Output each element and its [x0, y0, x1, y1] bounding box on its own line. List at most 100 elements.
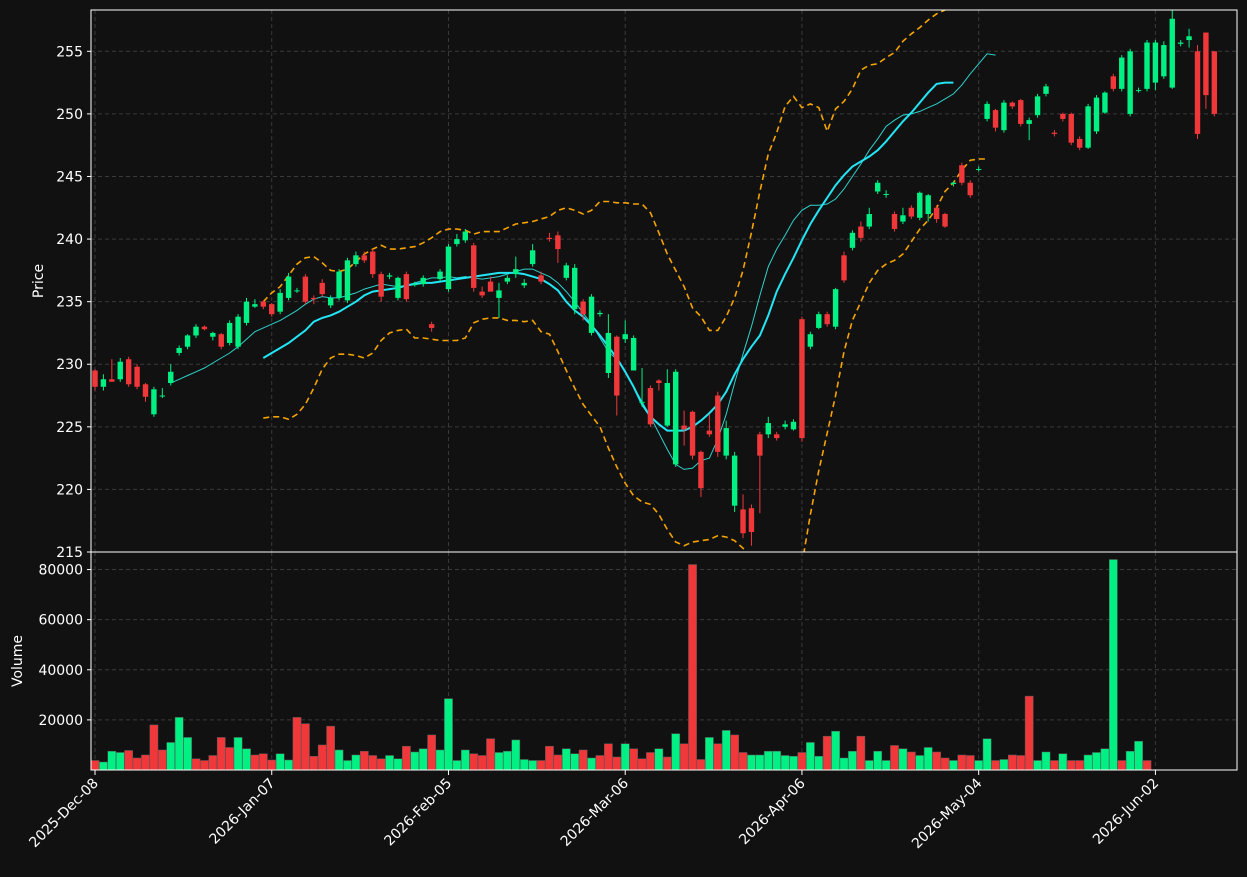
- volume-ytick-label: 20000: [38, 713, 83, 729]
- candle-body: [782, 424, 788, 427]
- candle-body: [109, 379, 115, 382]
- candle-body: [858, 226, 864, 238]
- candle-body: [563, 265, 569, 278]
- candle-body: [462, 231, 469, 241]
- candle-body: [799, 319, 805, 439]
- candle-body: [1034, 96, 1041, 116]
- candle-body: [1177, 42, 1184, 44]
- candle-body: [1211, 51, 1218, 114]
- candle-body: [740, 509, 746, 534]
- candle-body: [1135, 90, 1142, 92]
- candle-body: [715, 395, 721, 452]
- candle-body: [159, 395, 166, 397]
- candle-body: [841, 255, 847, 281]
- candle-body: [1076, 138, 1083, 148]
- volume-bar: [873, 750, 883, 771]
- candle-body: [681, 425, 687, 430]
- candle-body: [959, 165, 965, 183]
- candle-body: [555, 235, 561, 250]
- candle-body: [370, 251, 376, 275]
- volume-bar: [881, 760, 891, 771]
- volume-bar: [1041, 751, 1051, 771]
- candle-body: [386, 275, 393, 277]
- volume-bar: [915, 755, 925, 771]
- candle-body: [504, 277, 511, 282]
- candle-body: [285, 276, 292, 298]
- volume-bar: [149, 724, 159, 771]
- candle-body: [580, 301, 586, 315]
- volume-bar: [587, 757, 596, 771]
- volume-bar: [334, 749, 344, 771]
- volume-bar: [646, 752, 655, 771]
- series-line-3: [262, 10, 946, 332]
- volume-bar: [460, 749, 470, 771]
- candle-body: [723, 428, 729, 456]
- volume-axis-label: Volume: [10, 635, 26, 687]
- candle-body: [1144, 42, 1150, 89]
- volume-bar: [620, 743, 630, 771]
- volume-bar: [132, 757, 142, 771]
- volume-bar: [536, 760, 546, 771]
- volume-bar: [418, 748, 428, 771]
- candle-body: [1043, 86, 1049, 94]
- candle-body: [1001, 102, 1007, 131]
- volume-bar: [806, 742, 815, 771]
- volume-bar: [166, 742, 176, 771]
- candle-body: [1093, 97, 1100, 132]
- candle-body: [378, 274, 384, 297]
- candle-body: [698, 451, 704, 489]
- volume-bar: [233, 737, 243, 771]
- volume-bar: [839, 757, 849, 771]
- candle-body: [243, 301, 250, 323]
- volume-bar: [553, 754, 563, 771]
- volume-bar: [410, 751, 420, 771]
- volume-bar: [1058, 753, 1068, 771]
- candle-body: [900, 215, 906, 222]
- price-plot-area: [92, 10, 1218, 552]
- volume-bar: [208, 755, 218, 771]
- volume-bar: [469, 753, 479, 771]
- price-ytick-label: 230: [56, 357, 83, 373]
- volume-bar: [368, 755, 378, 771]
- candle-body: [1161, 45, 1167, 77]
- candle-body: [773, 434, 780, 439]
- candle-body: [673, 371, 679, 465]
- candle-body: [790, 421, 797, 430]
- volume-bar: [90, 760, 100, 771]
- price-ytick-label: 220: [56, 482, 83, 498]
- candle-body: [311, 297, 317, 300]
- volume-bar: [991, 760, 1000, 771]
- volume-bar: [385, 755, 394, 771]
- volume-bar: [738, 752, 748, 771]
- candle-body: [1169, 18, 1175, 88]
- candle-body: [454, 239, 460, 245]
- candle-body: [622, 334, 628, 340]
- candle-body: [1085, 106, 1091, 148]
- price-ytick-label: 225: [56, 420, 83, 436]
- candle-body: [538, 275, 544, 282]
- volume-bar: [696, 759, 706, 771]
- candle-body: [176, 347, 182, 353]
- candle-body: [395, 277, 401, 298]
- candle-body: [824, 314, 830, 325]
- candle-body: [117, 361, 123, 380]
- candle-body: [235, 316, 241, 347]
- volume-bar: [157, 749, 167, 771]
- candle-body: [630, 337, 637, 371]
- candle-body: [168, 371, 174, 384]
- volume-bar: [1066, 760, 1076, 771]
- volume-bar: [797, 752, 807, 771]
- candle-body: [1194, 51, 1201, 134]
- volume-bar: [578, 749, 588, 771]
- volume-bar: [957, 754, 967, 771]
- volume-bar: [890, 745, 899, 771]
- candle-body: [748, 508, 755, 532]
- volume-bar: [183, 737, 192, 771]
- volume-bar: [679, 743, 689, 771]
- price-ytick-label: 215: [56, 545, 83, 561]
- volume-bar: [831, 730, 840, 771]
- price-ytick-label: 255: [56, 44, 83, 60]
- candle-body: [134, 366, 140, 387]
- volume-bar: [107, 750, 117, 771]
